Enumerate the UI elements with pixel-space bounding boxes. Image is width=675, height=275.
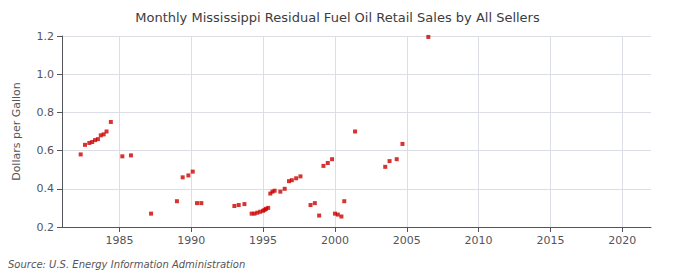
svg-text:Monthly Mississippi Residual F: Monthly Mississippi Residual Fuel Oil Re… xyxy=(135,10,540,25)
svg-text:Dollars per Gallon: Dollars per Gallon xyxy=(10,82,23,181)
svg-text:2005: 2005 xyxy=(393,234,421,247)
svg-text:0.6: 0.6 xyxy=(37,144,55,157)
svg-text:2010: 2010 xyxy=(465,234,493,247)
svg-text:Source: U.S. Energy Informatio: Source: U.S. Energy Information Administ… xyxy=(8,259,245,270)
svg-text:0.2: 0.2 xyxy=(37,221,55,234)
svg-text:1990: 1990 xyxy=(177,234,205,247)
svg-text:2000: 2000 xyxy=(321,234,349,247)
svg-text:1.2: 1.2 xyxy=(37,30,55,43)
svg-text:1995: 1995 xyxy=(249,234,277,247)
svg-text:2015: 2015 xyxy=(536,234,564,247)
svg-text:0.4: 0.4 xyxy=(37,182,55,195)
svg-text:1.0: 1.0 xyxy=(37,68,55,81)
svg-text:2020: 2020 xyxy=(608,234,636,247)
svg-text:0.8: 0.8 xyxy=(37,106,55,119)
svg-text:1985: 1985 xyxy=(105,234,133,247)
